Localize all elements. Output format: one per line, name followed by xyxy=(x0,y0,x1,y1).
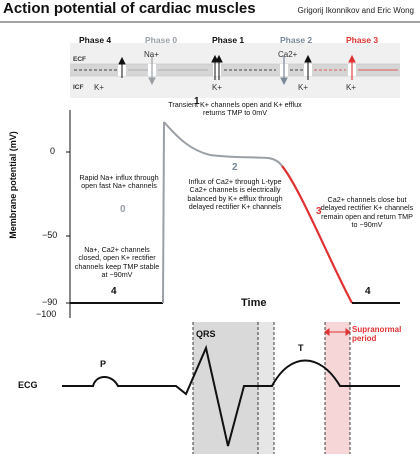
ecf-label: ECF xyxy=(73,56,86,63)
ecg-trace xyxy=(62,344,400,447)
phase-3-number: 3 xyxy=(316,206,322,217)
phase4-k-arrow xyxy=(74,56,126,78)
ap-trace-phase1-2 xyxy=(163,121,283,167)
phase1-annotation: Transient K+ channels open and K+ efflux… xyxy=(168,100,302,118)
phase3-annotation: Ca2+ channels close but delayed rectifie… xyxy=(320,195,414,230)
phase-2-number: 2 xyxy=(232,162,238,173)
supranormal-shade xyxy=(325,322,350,454)
ap-trace-phase0 xyxy=(162,121,165,304)
phase2-k-label: K+ xyxy=(298,83,309,92)
phase0-na-arrow xyxy=(128,56,208,86)
phase3-k-label: K+ xyxy=(346,83,357,92)
phase-0-header: Phase 0 xyxy=(145,35,178,45)
phase-1-number: 1 xyxy=(194,96,200,107)
figure-title: Action potential of cardiac muscles xyxy=(3,0,256,17)
x-axis-label: Time xyxy=(241,297,267,309)
phase-4-right-number: 4 xyxy=(365,286,371,297)
phase1-k-arrow xyxy=(211,54,276,80)
y-tick-minus90: −90 xyxy=(42,297,58,307)
phase-1-header: Phase 1 xyxy=(212,35,245,45)
phase3-k-arrow xyxy=(314,54,398,80)
phase4-annotation: Na+, Ca2+ channels closed, open K+ recti… xyxy=(74,245,160,280)
phase0-annotation: Rapid Na+ influx through open fast Na+ c… xyxy=(79,173,159,191)
phase-4-left-number: 4 xyxy=(111,286,117,297)
ap-trace-phase3 xyxy=(281,165,353,304)
ecg-p-label: P xyxy=(100,359,107,369)
phase2-k-arrow xyxy=(290,54,312,80)
ecg-t-label: T xyxy=(298,343,304,353)
na-ion-label: Na+ xyxy=(144,50,159,59)
phase-3-header: Phase 3 xyxy=(346,35,379,45)
supranormal-label: Supranormal period xyxy=(352,325,402,344)
phase-4-header: Phase 4 xyxy=(79,35,112,45)
phase-2-header: Phase 2 xyxy=(280,35,313,45)
authors: Grigorij Ikonnikov and Eric Wong xyxy=(297,6,414,15)
ecg-qrs-label: QRS xyxy=(196,329,216,339)
y-tick-minus50: −50 xyxy=(42,230,58,240)
phase-0-number: 0 xyxy=(120,204,126,215)
phase4-k-label: K+ xyxy=(94,83,105,92)
y-axis-label: Membrane potential (mV) xyxy=(8,131,18,239)
y-tick-0: 0 xyxy=(50,146,56,156)
phase2-ca-arrow xyxy=(280,56,288,86)
phase1-k-label: K+ xyxy=(212,83,223,92)
ecg-guides xyxy=(192,322,351,454)
y-tick-minus100: −100 xyxy=(36,309,57,319)
phase2-annotation: Influx of Ca2+ through L-type Ca2+ chann… xyxy=(187,177,283,212)
icf-label: ICF xyxy=(73,84,84,91)
st-shade xyxy=(258,322,274,454)
supranormal-arrow xyxy=(324,328,351,336)
ca-ion-label: Ca2+ xyxy=(278,50,298,59)
ecg-label: ECG xyxy=(18,380,38,390)
